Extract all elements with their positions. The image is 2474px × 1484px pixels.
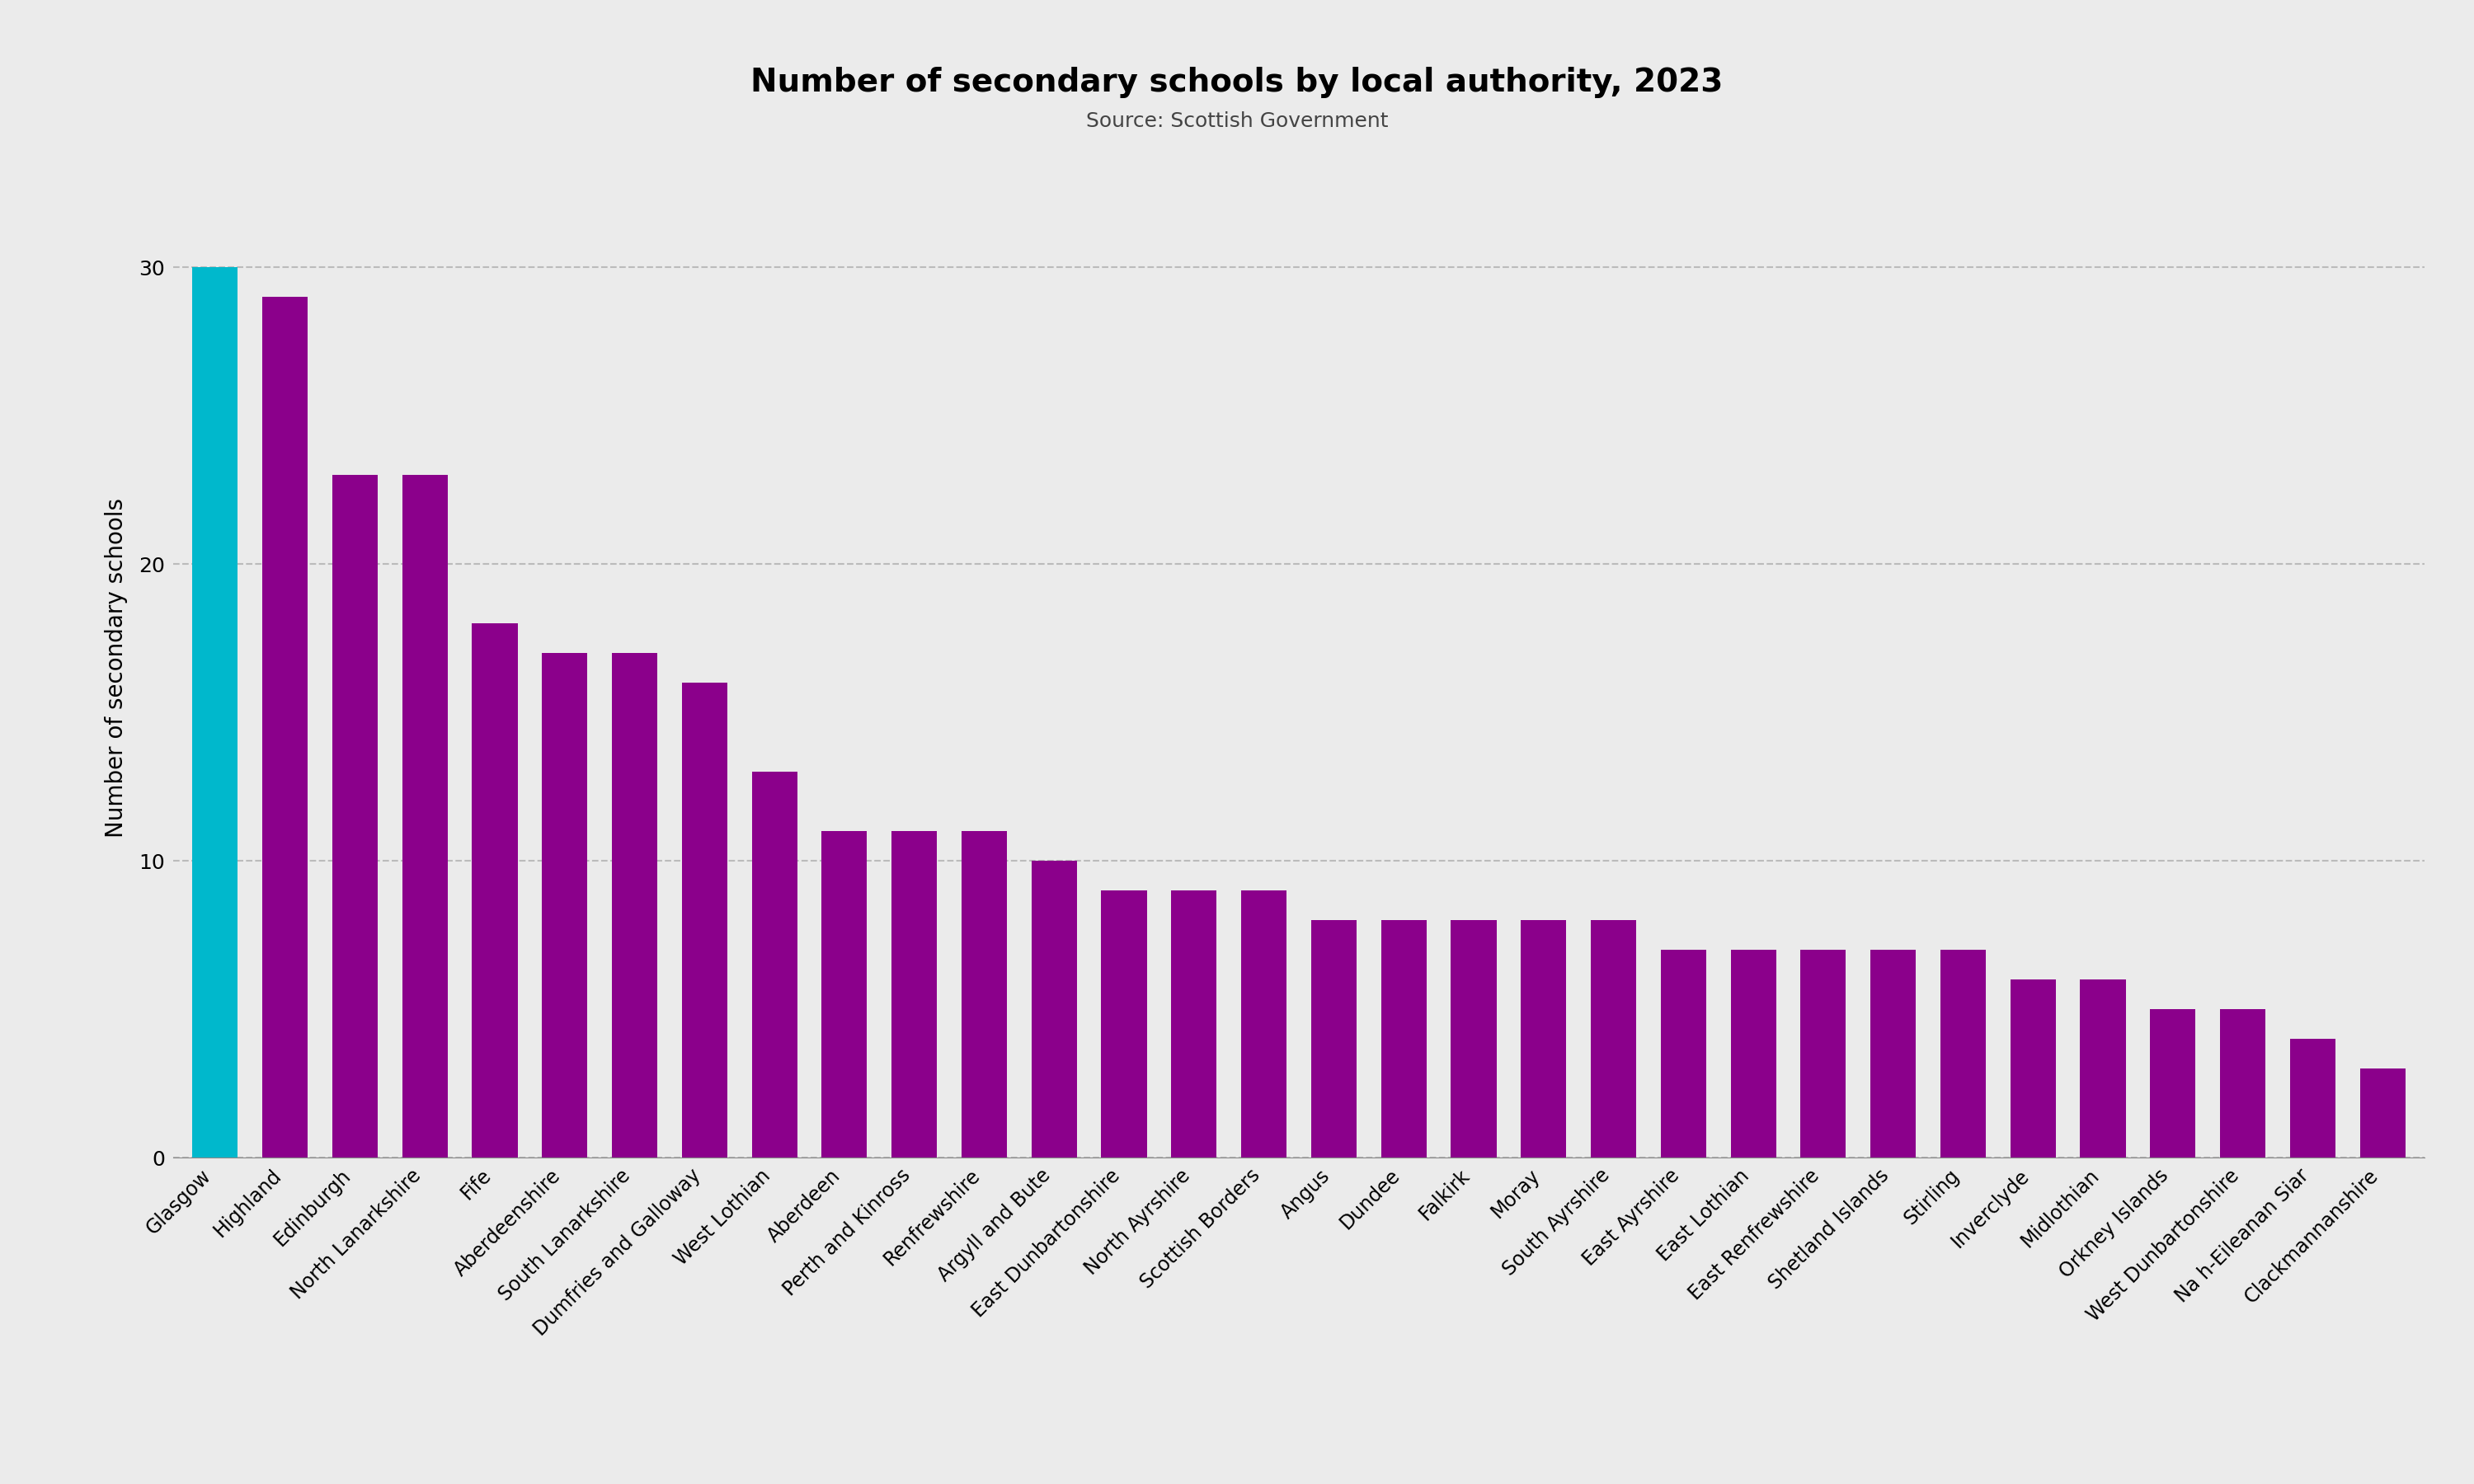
Bar	[2150, 1009, 2194, 1158]
Bar	[193, 267, 238, 1158]
Bar	[2219, 1009, 2266, 1158]
Bar	[962, 831, 1007, 1158]
Bar	[1660, 950, 1707, 1158]
Bar	[542, 653, 586, 1158]
Bar	[1032, 861, 1076, 1158]
Y-axis label: Number of secondary schools: Number of secondary schools	[104, 499, 129, 837]
Bar	[1242, 890, 1286, 1158]
Bar	[403, 475, 448, 1158]
Bar	[891, 831, 938, 1158]
Bar	[1170, 890, 1217, 1158]
Bar	[1870, 950, 1915, 1158]
Bar	[2011, 979, 2056, 1158]
Bar	[683, 683, 727, 1158]
Bar	[1801, 950, 1846, 1158]
Bar	[262, 297, 307, 1158]
Bar	[2081, 979, 2125, 1158]
Bar	[821, 831, 866, 1158]
Bar	[1101, 890, 1148, 1158]
Bar	[611, 653, 658, 1158]
Bar	[2291, 1039, 2335, 1158]
Bar	[752, 772, 797, 1158]
Bar	[1522, 920, 1566, 1158]
Bar	[2360, 1068, 2405, 1158]
Bar	[1450, 920, 1497, 1158]
Bar	[1311, 920, 1356, 1158]
Bar	[1591, 920, 1635, 1158]
Bar	[473, 623, 517, 1158]
Text: Source: Scottish Government: Source: Scottish Government	[1086, 111, 1388, 131]
Text: Number of secondary schools by local authority, 2023: Number of secondary schools by local aut…	[750, 67, 1724, 98]
Bar	[332, 475, 379, 1158]
Bar	[1380, 920, 1427, 1158]
Bar	[1940, 950, 1987, 1158]
Bar	[1732, 950, 1776, 1158]
